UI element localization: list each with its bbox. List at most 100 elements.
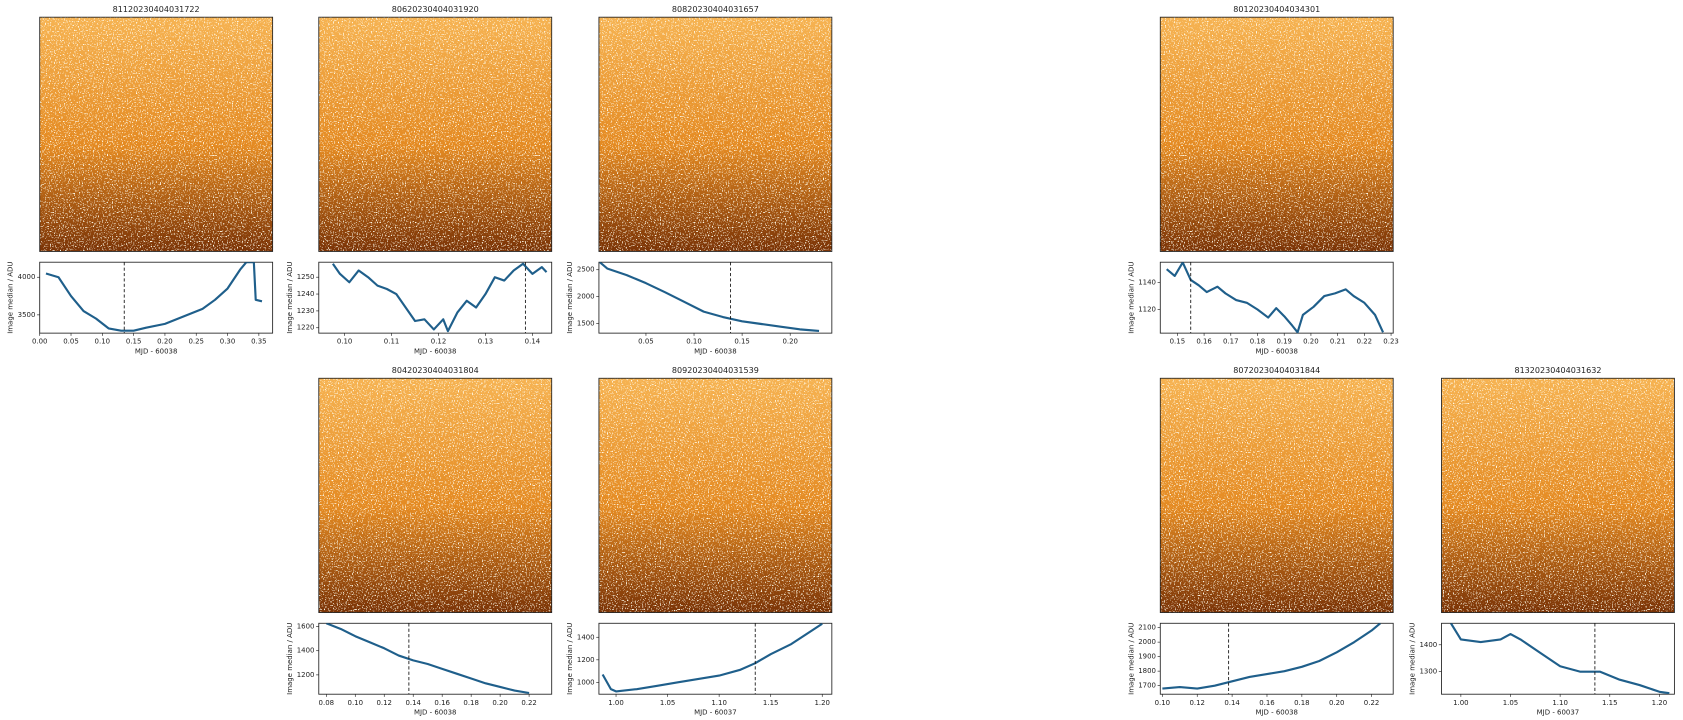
x-tick-label: 0.16 — [434, 699, 450, 707]
panel-title: 80720230404031844 — [1233, 366, 1320, 375]
x-tick-label: 0.14 — [525, 338, 541, 346]
y-axis-label: Image median / ADU — [566, 623, 574, 695]
y-axis-label: Image median / ADU — [566, 262, 574, 334]
x-tick-label: 0.05 — [638, 338, 654, 346]
x-tick-label: 0.11 — [384, 338, 400, 346]
x-tick-label: 0.15 — [126, 338, 142, 346]
x-tick-label: 1.15 — [763, 699, 779, 707]
y-tick-label: 2000 — [577, 293, 595, 301]
plot-frame — [39, 261, 274, 334]
y-tick-label: 1400 — [1419, 641, 1437, 649]
x-tick-label: 0.20 — [492, 699, 508, 707]
y-tick-label: 1230 — [297, 307, 315, 315]
x-axis-label: MJD - 60038 — [414, 347, 457, 355]
series-line — [1166, 262, 1385, 334]
x-tick-label: 0.10 — [337, 338, 353, 346]
series-line — [325, 623, 530, 695]
x-tick-label: 0.18 — [1250, 338, 1266, 346]
panel-title: 80820230404031657 — [672, 5, 759, 14]
plot-frame — [1441, 622, 1675, 695]
y-axis-label: Image median / ADU — [1409, 623, 1417, 695]
y-tick-label: 1400 — [577, 633, 595, 641]
x-tick-label: 0.14 — [1224, 699, 1240, 707]
panel-title: 80420230404031804 — [392, 366, 479, 375]
panel: 81320230404031632 1.00 1.05 1.10 1.15 1.20 130… — [1409, 366, 1675, 716]
y-tick-label: 1500 — [577, 319, 595, 327]
y-tick-label: 1400 — [297, 647, 315, 655]
x-tick-label: 1.10 — [711, 699, 727, 707]
y-tick-label: 4000 — [18, 273, 36, 281]
x-tick-label: 0.00 — [32, 338, 48, 346]
x-tick-label: 0.13 — [478, 338, 494, 346]
x-tick-label: 0.19 — [1276, 338, 1292, 346]
plot-frame — [318, 622, 553, 695]
panel: 80920230404031539 1.00 1.05 1.10 1.15 1.20 100… — [566, 366, 833, 716]
x-tick-label: 0.20 — [1303, 338, 1319, 346]
x-tick-label: 0.10 — [686, 338, 702, 346]
x-tick-label: 0.18 — [463, 699, 479, 707]
y-axis-label: Image median / ADU — [286, 262, 294, 334]
x-tick-label: 1.20 — [814, 699, 830, 707]
y-tick-label: 1200 — [297, 671, 315, 679]
y-tick-label: 1700 — [1138, 682, 1156, 690]
x-tick-label: 0.12 — [1189, 699, 1205, 707]
x-axis-label: MJD - 60038 — [694, 347, 737, 355]
y-tick-label: 1220 — [297, 324, 315, 332]
x-tick-label: 0.08 — [319, 699, 335, 707]
panel: 80420230404031804 0.08 0.10 0.12 0.14 0.16 0.1… — [286, 366, 553, 716]
y-tick-label: 1900 — [1138, 653, 1156, 661]
panel-title: 80620230404031920 — [392, 5, 479, 14]
y-axis-label: Image median / ADU — [1127, 262, 1135, 334]
series-line — [599, 262, 820, 333]
image-frame — [598, 377, 833, 613]
x-tick-label: 0.10 — [348, 699, 364, 707]
series-line — [1450, 623, 1670, 695]
plot-frame — [598, 261, 833, 334]
x-tick-label: 0.15 — [1170, 338, 1186, 346]
x-axis-label: MJD - 60038 — [414, 708, 457, 716]
x-tick-label: 0.30 — [220, 338, 236, 346]
panel-title: 81320230404031632 — [1514, 366, 1601, 375]
panel: 80620230404031920 0.10 0.11 0.12 0.13 0.14 122… — [286, 5, 553, 355]
panel-title: 81120230404031722 — [113, 5, 200, 14]
x-tick-label: 0.23 — [1383, 338, 1399, 346]
x-tick-label: 0.22 — [1357, 338, 1373, 346]
x-tick-label: 1.00 — [1453, 699, 1469, 707]
x-axis-label: MJD - 60038 — [135, 347, 178, 355]
x-tick-label: 0.21 — [1330, 338, 1346, 346]
x-tick-label: 1.15 — [1602, 699, 1618, 707]
y-tick-label: 2000 — [1138, 638, 1156, 646]
x-tick-label: 0.12 — [376, 699, 392, 707]
y-tick-label: 2500 — [577, 266, 595, 274]
panel: 80720230404031844 0.10 0.12 0.14 0.16 0.18 0.2… — [1127, 366, 1394, 716]
image-frame — [39, 16, 274, 252]
y-tick-label: 1000 — [577, 678, 595, 686]
image-frame — [318, 16, 553, 252]
y-axis-label: Image median / ADU — [1127, 623, 1135, 695]
panel: 81120230404031722 0.00 0.05 0.10 0.15 0.20 0.2… — [7, 5, 274, 355]
x-tick-label: 1.05 — [660, 699, 676, 707]
image-frame — [1159, 16, 1394, 252]
x-axis-label: MJD - 60038 — [1255, 708, 1298, 716]
x-tick-label: 0.10 — [95, 338, 111, 346]
x-tick-label: 0.25 — [188, 338, 204, 346]
y-axis-label: Image median / ADU — [7, 262, 15, 334]
image-frame — [318, 377, 553, 613]
image-noise — [318, 378, 552, 613]
x-tick-label: 0.05 — [63, 338, 79, 346]
plot-frame — [1159, 261, 1394, 334]
image-frame — [1441, 377, 1675, 613]
y-tick-label: 1240 — [297, 290, 315, 298]
x-axis-label: MJD - 60037 — [1537, 708, 1580, 716]
plot-frame — [1159, 622, 1394, 695]
x-tick-label: 0.17 — [1223, 338, 1239, 346]
series-line — [601, 623, 823, 693]
panel: 80820230404031657 0.05 0.10 0.15 0.20 1500 200… — [566, 5, 833, 355]
plot-frame — [318, 261, 553, 334]
x-tick-label: 0.18 — [1294, 699, 1310, 707]
x-tick-label: 0.20 — [1329, 699, 1345, 707]
y-tick-label: 1120 — [1138, 305, 1156, 313]
y-axis-label: Image median / ADU — [286, 623, 294, 695]
